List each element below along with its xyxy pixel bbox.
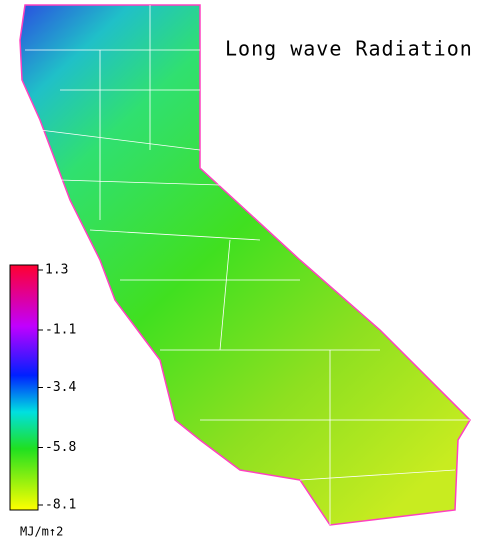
state-shape	[19, 4, 471, 526]
colorbar-tick-label: -8.1	[45, 498, 76, 513]
colorbar	[9, 264, 39, 511]
colorbar-tick-label: -3.4	[45, 380, 76, 395]
colorbar-tick-label: -1.1	[45, 323, 76, 338]
colorbar-tick-label: 1.3	[45, 263, 68, 278]
colorbar-unit: MJ/m↑2	[20, 525, 63, 539]
map-title: Long wave Radiation	[225, 37, 473, 61]
colorbar-tick-label: -5.8	[45, 440, 76, 455]
county-lines	[25, 5, 470, 525]
